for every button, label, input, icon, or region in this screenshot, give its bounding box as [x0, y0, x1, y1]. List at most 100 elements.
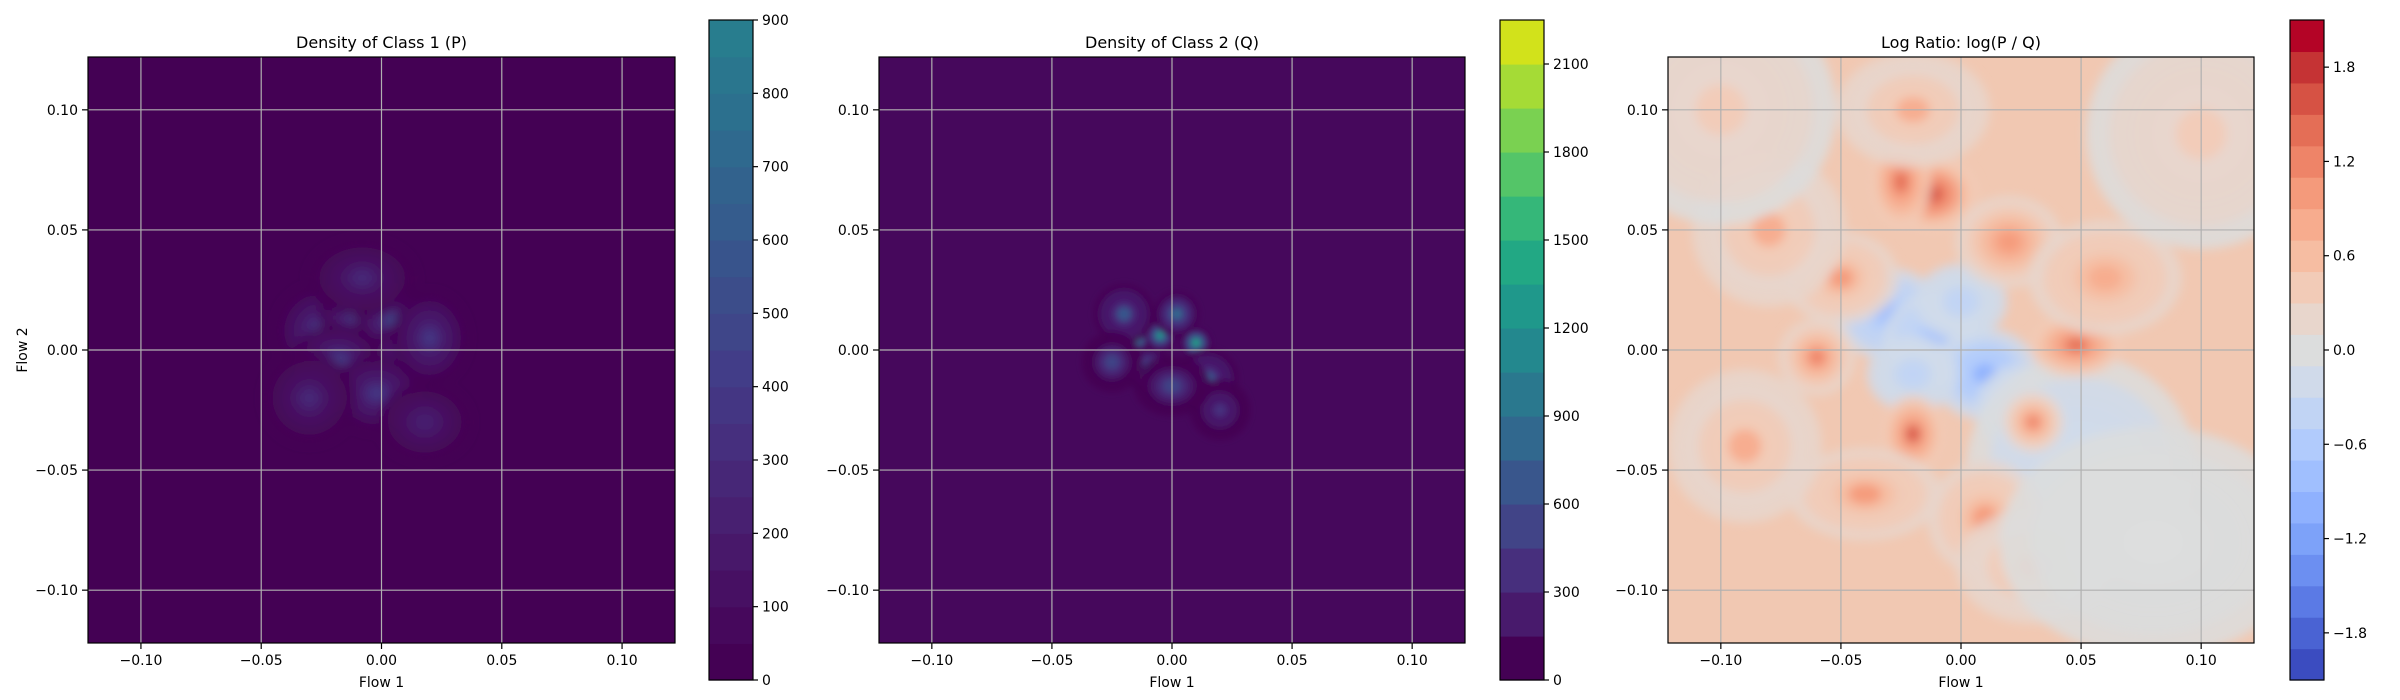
colorbar-level-10	[2290, 365, 2324, 398]
density-peak-15	[1997, 231, 2021, 253]
y-tick-label: 0.10	[838, 103, 869, 119]
density-peak-6	[366, 384, 387, 402]
y-tick-label: −0.05	[1615, 463, 1658, 479]
colorbar-level-2	[2290, 617, 2324, 650]
colorbar-level-2	[1500, 592, 1544, 637]
y-tick-label: −0.10	[35, 583, 78, 599]
colorbar-tick-label: 500	[762, 306, 789, 322]
colorbar-tick-label: 1500	[1553, 233, 1589, 249]
colorbar-level-6	[1500, 416, 1544, 461]
y-tick-label: 0.05	[1627, 223, 1658, 239]
y-axis: −0.10 −0.05 0.00 0.05 0.10	[1615, 103, 1668, 599]
x-tick-label: 0.05	[1276, 653, 1307, 669]
chart-title: Log Ratio: log(P / Q)	[1881, 33, 2041, 52]
colorbar-tick-label: 900	[762, 13, 789, 29]
y-tick-label: 0.00	[1627, 343, 1658, 359]
colorbar-level-5	[2290, 522, 2324, 555]
colorbar-level-10	[709, 313, 753, 351]
colorbar-level-16	[2290, 177, 2324, 210]
colorbar-level-4	[709, 533, 753, 571]
density-peak-10	[1906, 425, 1920, 443]
colorbar-tick-label: 800	[762, 86, 789, 102]
density-peak-23	[2119, 516, 2187, 568]
chart-title: Density of Class 1 (P)	[296, 33, 467, 52]
y-axis: −0.10 −0.05 0.00 0.05 0.10	[35, 103, 88, 599]
density-peak-20	[1728, 429, 1762, 463]
y-tick-label: −0.05	[826, 463, 869, 479]
colorbar-tick-label: 700	[762, 160, 789, 176]
colorbar-level-5	[1500, 460, 1544, 505]
colorbar-level-7	[709, 423, 753, 461]
colorbar-level-11	[709, 276, 753, 314]
colorbar-level-12	[2290, 302, 2324, 335]
grid-lines	[88, 57, 675, 643]
panel-1: −0.10 −0.05 0.00 0.05 0.10 −0.10 −0.05 0.00 0.05…	[15, 13, 789, 691]
colorbar-tick-label: 100	[762, 600, 789, 616]
colorbar: 0 100 200 300 400 500 600 700 800 900	[708, 13, 789, 689]
grid-lines	[879, 57, 1465, 643]
y-axis: −0.10 −0.05 0.00 0.05 0.10	[826, 103, 879, 599]
colorbar-tick-label: 1200	[1553, 321, 1589, 337]
colorbar-level-18	[2290, 114, 2324, 147]
colorbar-tick-label: 200	[762, 526, 789, 542]
x-tick-label: 0.10	[1397, 653, 1428, 669]
colorbar-level-13	[709, 203, 753, 241]
x-tick-label: −0.10	[910, 653, 953, 669]
colorbar-tick-label: 900	[1553, 409, 1580, 425]
colorbar-level-12	[709, 240, 753, 278]
colorbar-level-15	[2290, 208, 2324, 241]
colorbar-level-9	[709, 350, 753, 388]
colorbar-level-4	[1500, 504, 1544, 549]
colorbar-level-13	[2290, 271, 2324, 304]
density-peak-8	[299, 387, 320, 409]
colorbar-level-8	[2290, 428, 2324, 461]
colorbar-level-11	[2290, 334, 2324, 367]
colorbar-level-8	[1500, 328, 1544, 373]
colorbar-level-1	[2290, 648, 2324, 681]
y-axis-label: Flow 2	[15, 327, 31, 372]
colorbar-level-2	[709, 606, 753, 644]
y-tick-label: 0.05	[47, 223, 78, 239]
colorbar-level-9	[1500, 284, 1544, 329]
x-tick-label: −0.05	[1030, 653, 1073, 669]
y-tick-label: −0.10	[826, 583, 869, 599]
density-peak-9	[414, 413, 435, 431]
colorbar-level-14	[2290, 240, 2324, 273]
x-axis: −0.10 −0.05 0.00 0.05 0.10	[910, 643, 1428, 669]
colorbar-tick-label: 0.6	[2333, 249, 2355, 265]
colorbar-tick-label: 300	[1553, 585, 1580, 601]
density-field	[1668, 57, 2254, 643]
density-peak-2	[1156, 332, 1164, 339]
x-tick-label: 0.05	[486, 653, 517, 669]
y-tick-label: 0.10	[47, 103, 78, 119]
density-peak-16	[1848, 484, 1882, 505]
y-tick-label: −0.10	[1615, 583, 1658, 599]
density-peak-3	[1192, 339, 1200, 347]
x-tick-label: −0.05	[1819, 653, 1862, 669]
colorbar-tick-label: 600	[1553, 497, 1580, 513]
density-blobs	[263, 239, 471, 461]
density-blobs	[1668, 57, 2254, 643]
colorbar-frame	[708, 19, 754, 681]
x-tick-label: 0.10	[2186, 653, 2217, 669]
density-peak-12	[1808, 348, 1826, 366]
colorbar-level-3	[2290, 585, 2324, 618]
density-peak-7	[421, 327, 439, 349]
x-tick-label: 0.10	[606, 653, 637, 669]
y-tick-label: 0.10	[1627, 103, 1658, 119]
colorbar-level-3	[709, 570, 753, 608]
grid-lines	[1668, 57, 2254, 643]
x-tick-label: −0.05	[240, 653, 283, 669]
chart-title: Density of Class 2 (Q)	[1085, 33, 1259, 52]
x-axis-label: Flow 1	[359, 675, 404, 691]
y-tick-label: 0.00	[838, 343, 869, 359]
colorbar-level-9	[2290, 397, 2324, 430]
colorbar-level-10	[1500, 240, 1544, 285]
colorbar-level-7	[2290, 460, 2324, 493]
colorbar: 0 300 600 900 1200 1500 1800 2100	[1499, 19, 1589, 689]
colorbar-level-1	[709, 643, 753, 681]
colorbar-level-21	[2290, 20, 2324, 53]
x-tick-label: 0.00	[1945, 653, 1976, 669]
colorbar-tick-label: 400	[762, 380, 789, 396]
